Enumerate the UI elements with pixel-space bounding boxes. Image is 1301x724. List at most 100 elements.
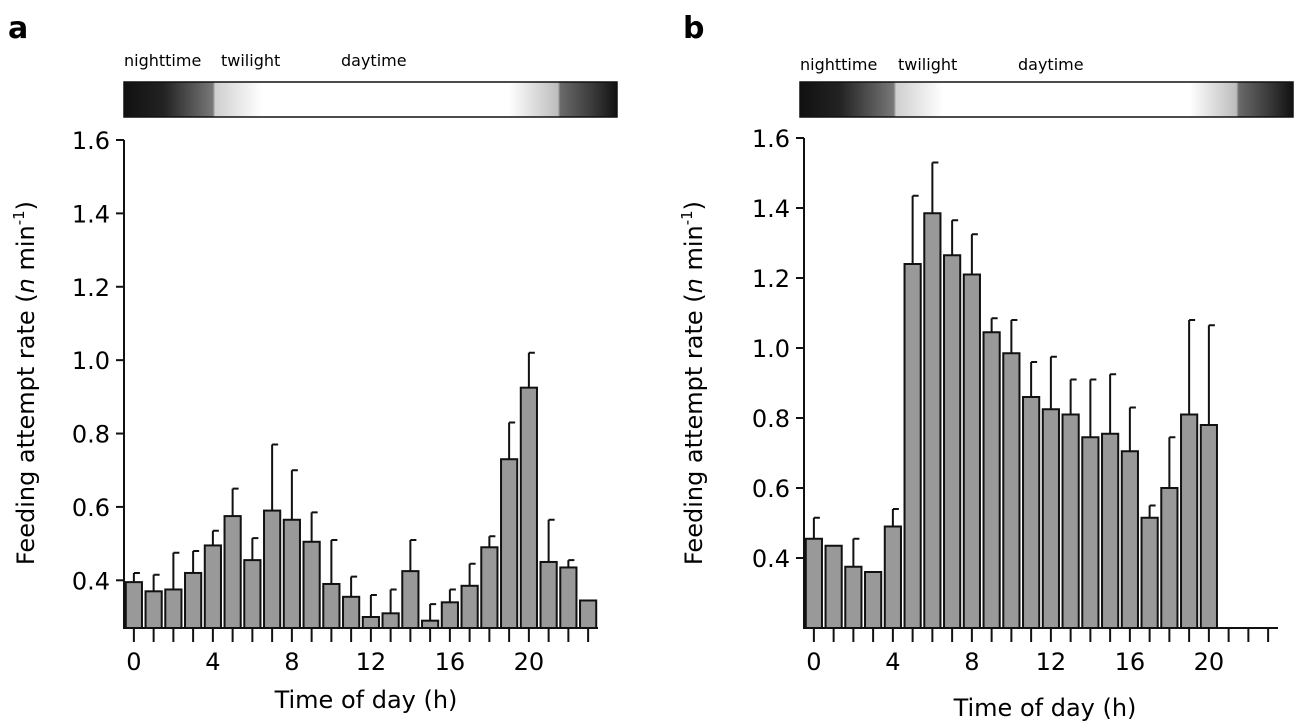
bar-hour-8 [962,273,981,629]
error-bar-hour-17 [1148,504,1156,518]
y-tick-label: 0.8 [752,405,790,433]
error-bar-hour-18 [1168,436,1176,488]
bar-hour-1 [824,544,843,629]
bar-hour-5 [223,515,242,629]
plot-area-a: 0.4 0.6 0.8 1.0 1.2 1.4 1.6 0 4 8 12 16 20 [72,127,598,676]
error-bar-hour-14 [1089,378,1097,438]
error-bar-hour-2 [852,537,860,567]
bar-hour-19 [500,458,519,629]
error-bar-hour-18 [488,535,496,548]
bar-hour-17 [460,584,479,629]
bar-hour-1 [144,590,163,630]
bar-hour-7 [943,254,962,629]
error-bar-hour-4 [891,508,899,527]
y-tick-label: 1.4 [752,195,790,223]
bar-hour-0 [124,581,143,629]
bar-hour-19 [1180,413,1199,629]
bar-hour-2 [844,565,863,629]
bar-hour-23 [579,599,598,629]
bar-hour-21 [539,560,558,630]
error-bar-hour-1 [152,573,160,592]
bar-hour-6 [923,212,942,629]
error-bar-hour-22 [567,559,575,568]
bar-hour-7 [263,509,282,629]
x-axis-title: Time of day (h) [953,694,1137,722]
error-bar-hour-17 [468,562,476,586]
light-gradient-bar [123,81,618,118]
error-bar-hour-15 [429,603,437,621]
error-bar-hour-4 [211,529,219,546]
error-bar-hour-15 [1109,373,1117,434]
y-tick-label: 0.6 [752,475,790,503]
bar-hour-5 [903,263,922,629]
error-bar-hour-6 [251,537,259,561]
x-tick-label: 20 [514,648,545,676]
bar-hour-16 [440,601,459,630]
x-tick-label: 8 [284,648,299,676]
y-tick-label: 0.4 [752,545,790,573]
bar-hour-11 [342,595,361,629]
bar-hour-9 [302,540,321,629]
error-bar-hour-5 [911,194,919,264]
error-bar-hour-14 [409,538,417,572]
error-bar-hour-7 [271,443,279,511]
error-bar-hour-3 [192,549,200,573]
x-tick-label: 16 [1115,648,1146,676]
error-bar-hour-6 [931,161,939,214]
bar-hour-4 [203,544,222,629]
light-gradient-bar [799,81,1294,118]
error-bar-hour-8 [970,233,978,275]
y-axis-title: Feeding attempt rate (n min-1) [10,201,40,565]
y-axis-title: Feeding attempt rate (n min-1) [678,201,708,565]
error-bar-hour-9 [990,317,998,333]
error-bar-hour-12 [1049,355,1057,410]
panel-b: b nighttime twilight daytime 0.4 0.6 0.8 1.… [678,11,1294,722]
error-bar-hour-13 [389,588,397,614]
error-bar-hour-19 [508,421,516,460]
axes [803,138,1278,629]
error-bar-hour-8 [290,469,298,520]
bar-hour-17 [1140,516,1159,629]
bar-hour-16 [1120,450,1139,629]
panel-a: a nighttime twilight daytime 0.4 0.6 0.8 1.… [8,11,618,714]
bar-hour-20 [519,386,538,629]
bar-hour-18 [1160,487,1179,629]
y-tick-label: 1.4 [72,200,110,228]
bar-hour-22 [559,566,578,629]
error-bar-hour-7 [951,219,959,256]
x-tick-label: 20 [1194,648,1225,676]
bar-hour-0 [804,537,823,629]
x-tick-label: 4 [885,648,900,676]
x-tick-label: 8 [964,648,979,676]
phase-twilight-label: twilight [898,55,957,74]
y-tick-label: 0.8 [72,421,110,449]
error-bar-hour-16 [1128,406,1136,452]
y-tick-label: 1.2 [72,274,110,302]
error-bar-hour-20 [1207,324,1215,425]
error-bar-hour-16 [448,588,456,603]
y-tick-label: 1.6 [72,127,110,155]
x-tick-label: 16 [435,648,466,676]
phase-twilight-label: twilight [221,51,280,70]
y-tick-label: 1.2 [752,265,790,293]
y-tick-label: 1.6 [752,125,790,153]
bar-hour-11 [1022,396,1041,629]
bar-hour-20 [1199,424,1218,629]
bar-hour-6 [243,559,262,629]
error-bar-hour-20 [527,351,535,388]
bar-hour-12 [361,615,380,630]
panel-b-label: b [683,11,704,46]
bar-hour-15 [1101,432,1120,629]
x-tick-label: 0 [126,648,141,676]
bar-hour-9 [982,331,1001,629]
bar-hour-3 [184,571,203,629]
error-bar-hour-10 [1010,319,1018,354]
error-bar-hour-10 [330,538,338,584]
bar-hour-10 [1002,352,1021,629]
error-bar-hour-0 [132,571,140,583]
y-tick-label: 0.4 [72,567,110,595]
x-tick-label: 4 [205,648,220,676]
bar-hour-14 [401,570,420,629]
axes [123,140,598,629]
error-bar-hour-2 [172,551,180,590]
